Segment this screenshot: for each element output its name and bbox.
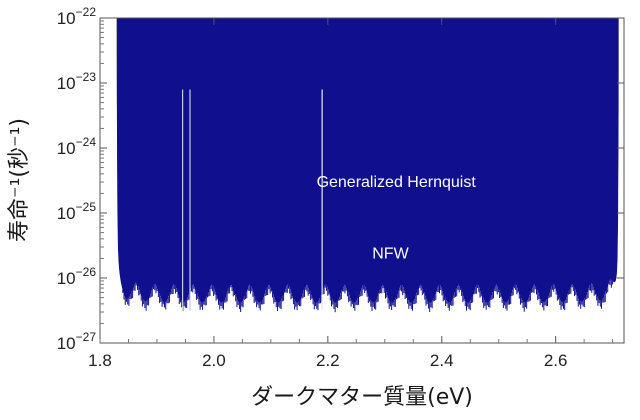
annotations: Generalized Hernquist NFW bbox=[317, 174, 477, 263]
annotation-label: Generalized Hernquist bbox=[317, 174, 477, 191]
series-nfw bbox=[116, 18, 619, 313]
y-tick-label: 10−22 bbox=[57, 5, 97, 28]
axis-ticks bbox=[99, 17, 624, 344]
series-area bbox=[116, 18, 619, 303]
x-tick-label: 2.0 bbox=[202, 351, 226, 370]
plot-area bbox=[116, 18, 619, 313]
tick-labels: 1.8 2.0 2.2 2.4 2.6 10−22 10−23 10−24 10−25 10−26… bbox=[57, 5, 568, 370]
y-tick-label: 10−23 bbox=[57, 70, 97, 93]
y-tick-label: 10−27 bbox=[57, 330, 97, 353]
x-tick-label: 2.6 bbox=[544, 351, 568, 370]
y-tick-label: 10−26 bbox=[57, 265, 97, 288]
y-axis-title: 寿命⁻¹(秒⁻¹) bbox=[7, 118, 32, 242]
y-tick-label: 10−24 bbox=[57, 135, 97, 158]
plot-frame bbox=[99, 17, 625, 344]
x-tick-label: 2.2 bbox=[316, 351, 340, 370]
x-tick-label: 2.4 bbox=[430, 351, 454, 370]
y-tick-label: 10−25 bbox=[57, 200, 97, 223]
x-tick-label: 1.8 bbox=[88, 351, 112, 370]
annotation-label: NFW bbox=[372, 246, 409, 263]
series-noise bbox=[122, 278, 614, 313]
x-axis-title: ダークマター質量(eV) bbox=[251, 385, 473, 410]
